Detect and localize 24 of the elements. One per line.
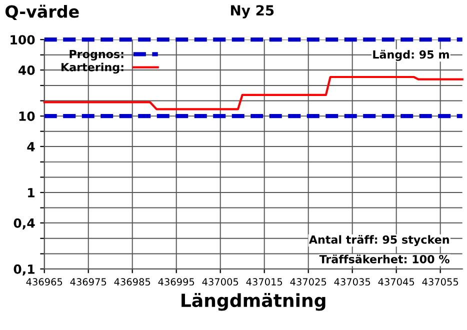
x-tick-label: 437015	[246, 278, 282, 286]
x-tick-label: 436965	[26, 278, 62, 286]
x-tick-label: 436975	[70, 278, 106, 286]
x-tick-label: 437045	[378, 278, 414, 286]
y-tick-label: 0,1	[14, 264, 34, 276]
y-tick-label: 0,4	[14, 218, 35, 230]
x-tick-label: 437035	[334, 278, 370, 286]
x-tick-label: 436985	[114, 278, 150, 286]
y-tick-label: 10	[19, 112, 35, 121]
y-tick-label: 40	[18, 65, 35, 75]
x-tick-label: 437055	[422, 278, 458, 286]
chart-title: Ny 25	[231, 5, 274, 18]
y-tick-label: 1	[28, 188, 34, 198]
x-tick-label: 437025	[290, 278, 326, 286]
annotation: Längd: 95 m	[373, 50, 449, 61]
y-axis-title: Q-värde	[6, 4, 79, 20]
x-tick-label: 436995	[158, 278, 194, 286]
y-tick-label: 100	[10, 35, 35, 45]
annotation: Antal träff: 95 stycken	[308, 235, 449, 246]
y-tick-label: 4	[27, 142, 35, 152]
annotation: Träffsäkerhet: 100 %	[319, 254, 450, 264]
x-tick-label: 437005	[202, 278, 238, 286]
x-axis-title: Längdmätning	[182, 292, 326, 311]
line-series	[43, 76, 464, 110]
